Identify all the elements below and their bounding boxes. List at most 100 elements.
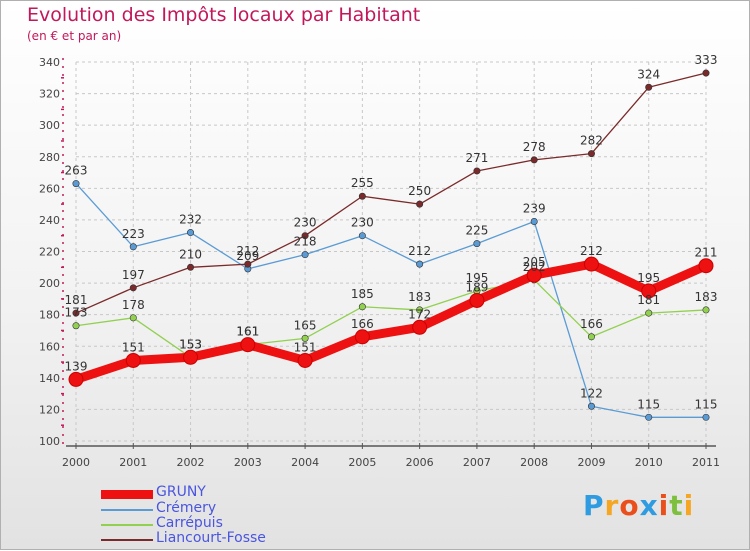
data-point-liancourt-fosse bbox=[587, 150, 595, 158]
data-label-gruny: 139 bbox=[65, 359, 88, 373]
data-label-gruny: 151 bbox=[122, 340, 145, 354]
data-point-gruny bbox=[412, 319, 428, 335]
data-label-liancourt-fosse: 212 bbox=[236, 244, 259, 258]
x-tick-label: 2001 bbox=[119, 456, 147, 469]
data-label-carrepuis: 165 bbox=[294, 318, 317, 332]
data-label-liancourt-fosse: 250 bbox=[408, 184, 431, 198]
data-label-cremery: 225 bbox=[465, 224, 488, 238]
data-label-cremery: 230 bbox=[351, 216, 374, 230]
data-point-gruny bbox=[68, 371, 84, 387]
data-label-gruny: 211 bbox=[695, 246, 718, 260]
data-label-carrepuis: 183 bbox=[408, 290, 431, 304]
y-tick-label: 120 bbox=[39, 403, 60, 416]
data-point-carrepuis bbox=[702, 306, 710, 314]
data-point-liancourt-fosse bbox=[187, 263, 195, 271]
y-tick-label: 260 bbox=[39, 182, 60, 195]
data-point-cremery bbox=[473, 240, 481, 248]
data-label-carrepuis: 161 bbox=[236, 325, 259, 339]
x-tick-label: 2011 bbox=[692, 456, 720, 469]
legend-label-cremery: Crémery bbox=[156, 500, 217, 516]
grid-lines bbox=[75, 61, 707, 442]
legend-item-carrepuis: Carrépuis bbox=[101, 515, 301, 532]
legend-swatch-gruny bbox=[101, 489, 153, 499]
data-label-gruny: 205 bbox=[523, 255, 546, 269]
data-point-gruny bbox=[183, 349, 199, 365]
data-point-cremery bbox=[129, 243, 137, 251]
y-tick-label: 320 bbox=[39, 88, 60, 101]
data-label-carrepuis: 166 bbox=[580, 317, 603, 331]
x-tick-label: 2009 bbox=[577, 456, 605, 469]
data-label-carrepuis: 202 bbox=[523, 260, 546, 274]
y-tick-label: 180 bbox=[39, 309, 60, 322]
data-point-liancourt-fosse bbox=[702, 69, 710, 77]
data-label-cremery: 263 bbox=[65, 164, 88, 178]
legend-item-cremery: Crémery bbox=[101, 500, 301, 517]
legend-swatch-cremery bbox=[101, 508, 153, 511]
data-point-cremery bbox=[358, 232, 366, 240]
data-label-cremery: 212 bbox=[408, 244, 431, 258]
legend-label-carrepuis: Carrépuis bbox=[156, 515, 223, 531]
data-label-cremery: 232 bbox=[179, 213, 202, 227]
data-point-carrepuis bbox=[645, 309, 653, 317]
data-label-cremery: 122 bbox=[580, 386, 603, 400]
legend-swatch-liancourt-fosse bbox=[101, 538, 153, 541]
data-point-gruny bbox=[641, 283, 657, 299]
y-tick-label: 300 bbox=[39, 119, 60, 132]
data-point-liancourt-fosse bbox=[530, 156, 538, 164]
data-label-gruny: 166 bbox=[351, 317, 374, 331]
data-label-cremery: 223 bbox=[122, 227, 145, 241]
chart-subtitle: (en € et par an) bbox=[27, 29, 122, 43]
data-label-liancourt-fosse: 333 bbox=[695, 53, 718, 67]
legend-swatch-carrepuis bbox=[101, 523, 153, 526]
data-label-cremery: 209 bbox=[236, 249, 259, 263]
data-point-liancourt-fosse bbox=[358, 192, 366, 200]
x-tick-label: 2002 bbox=[177, 456, 205, 469]
data-point-liancourt-fosse bbox=[301, 232, 309, 240]
y-tick-label: 240 bbox=[39, 214, 60, 227]
x-tick-label: 2006 bbox=[406, 456, 434, 469]
data-point-cremery bbox=[72, 180, 80, 188]
data-point-carrepuis bbox=[358, 303, 366, 311]
data-point-gruny bbox=[125, 352, 141, 368]
x-tick-label: 2007 bbox=[463, 456, 491, 469]
data-label-carrepuis: 173 bbox=[65, 306, 88, 320]
data-point-carrepuis bbox=[129, 314, 137, 322]
x-tick-label: 2005 bbox=[348, 456, 376, 469]
legend-label-liancourt-fosse: Liancourt-Fosse bbox=[156, 530, 266, 546]
data-point-liancourt-fosse bbox=[473, 167, 481, 175]
data-point-cremery bbox=[587, 402, 595, 410]
legend-label-gruny: GRUNY bbox=[156, 484, 206, 500]
data-point-cremery bbox=[702, 413, 710, 421]
data-point-liancourt-fosse bbox=[244, 260, 252, 268]
data-label-cremery: 115 bbox=[695, 397, 718, 411]
data-label-cremery: 239 bbox=[523, 201, 546, 215]
data-label-liancourt-fosse: 278 bbox=[523, 140, 546, 154]
data-label-cremery: 218 bbox=[294, 235, 317, 249]
data-point-liancourt-fosse bbox=[416, 200, 424, 208]
y-tick-label: 220 bbox=[39, 246, 60, 259]
x-tick-label: 2004 bbox=[291, 456, 319, 469]
data-label-liancourt-fosse: 282 bbox=[580, 134, 603, 148]
y-tick-label: 100 bbox=[39, 435, 60, 448]
data-label-gruny: 172 bbox=[408, 307, 431, 321]
data-label-gruny: 153 bbox=[179, 337, 202, 351]
data-point-carrepuis bbox=[72, 322, 80, 330]
y-tick-label: 200 bbox=[39, 277, 60, 290]
data-label-carrepuis: 178 bbox=[122, 298, 145, 312]
data-point-cremery bbox=[301, 251, 309, 259]
data-point-gruny bbox=[526, 267, 542, 283]
axes: 100 120 140 160 180 200 220 240 260 280 300 320 340 2… bbox=[39, 56, 720, 469]
data-point-carrepuis bbox=[416, 306, 424, 314]
series-line-cremery bbox=[75, 182, 707, 418]
data-point-gruny bbox=[240, 337, 256, 353]
data-label-liancourt-fosse: 271 bbox=[465, 151, 488, 165]
x-tick-label: 2008 bbox=[520, 456, 548, 469]
data-point-carrepuis bbox=[301, 334, 309, 342]
data-label-liancourt-fosse: 197 bbox=[122, 268, 145, 282]
data-point-cremery bbox=[530, 217, 538, 225]
data-point-gruny bbox=[583, 256, 599, 272]
data-point-gruny bbox=[297, 352, 313, 368]
data-point-gruny bbox=[469, 292, 485, 308]
data-point-liancourt-fosse bbox=[72, 309, 80, 317]
